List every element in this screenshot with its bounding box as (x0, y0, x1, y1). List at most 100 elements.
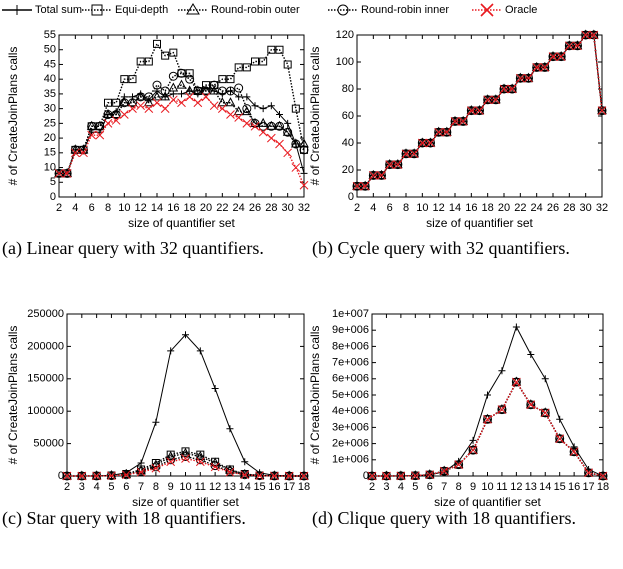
x-tick-label: 6 (123, 481, 129, 493)
x-tick-label: 2 (369, 481, 375, 493)
marker (580, 29, 591, 39)
x-tick-label: 4 (398, 481, 404, 493)
legend-marker (337, 4, 349, 16)
marker (556, 51, 567, 61)
x-tick-label: 5 (108, 481, 114, 493)
marker (143, 97, 154, 107)
marker (111, 116, 121, 125)
x-tick-label: 22 (216, 202, 228, 214)
marker (181, 454, 190, 463)
marker (491, 95, 501, 105)
marker (226, 425, 234, 433)
marker (226, 110, 235, 119)
marker (218, 75, 227, 84)
marker (439, 465, 450, 475)
x-tick-label: 18 (298, 481, 310, 493)
marker (185, 92, 195, 102)
y-tick-label: 80 (342, 83, 354, 95)
marker (274, 120, 285, 130)
marker (234, 83, 244, 93)
marker (177, 68, 187, 78)
marker (62, 169, 72, 178)
x-tick-label: 18 (597, 481, 609, 493)
marker (454, 460, 464, 470)
marker (225, 467, 235, 477)
x-tick-label: 3 (383, 481, 389, 493)
marker (193, 98, 203, 108)
marker (284, 119, 292, 127)
marker (241, 458, 249, 466)
marker (466, 105, 477, 115)
y-tick-label: 120 (336, 29, 354, 41)
marker (103, 119, 113, 128)
marker (166, 457, 176, 467)
x-tick-label: 8 (153, 481, 159, 493)
marker (299, 138, 309, 148)
marker (136, 467, 146, 477)
marker (136, 101, 146, 111)
x-tick-label: 16 (568, 481, 580, 493)
marker (266, 120, 277, 130)
marker (540, 62, 550, 72)
legend-label: Total sum (35, 4, 82, 16)
marker (258, 127, 268, 137)
marker (291, 104, 300, 113)
marker (556, 415, 564, 423)
x-tick-label: 26 (547, 202, 559, 214)
marker (209, 85, 220, 95)
marker (426, 138, 435, 148)
y-axis-label: # of CreateJoinPlans calls (308, 47, 322, 186)
caption: (d) Clique query with 18 quantifiers. (312, 508, 576, 528)
x-tick-label: 14 (539, 481, 551, 493)
x-tick-label: 3 (79, 481, 85, 493)
x-tick-label: 6 (89, 202, 95, 214)
x-tick-label: 2 (354, 202, 360, 214)
marker (396, 470, 406, 480)
y-tick-label: 40 (44, 73, 56, 85)
marker (417, 137, 428, 147)
marker (176, 79, 187, 89)
marker (497, 405, 507, 415)
marker (382, 471, 391, 481)
marker (450, 115, 460, 125)
marker (299, 471, 309, 481)
y-tick-label: 55 (44, 29, 56, 41)
y-tick-label: 200000 (27, 340, 64, 352)
marker (401, 149, 411, 159)
y-tick-label: 1e+007 (332, 308, 369, 320)
marker (234, 113, 244, 122)
marker (251, 102, 259, 110)
x-tick-label: 12 (433, 202, 445, 214)
marker (267, 102, 275, 110)
x-tick-label: 7 (441, 481, 447, 493)
marker (531, 61, 542, 71)
marker (598, 471, 608, 481)
x-tick-label: 30 (580, 202, 592, 214)
x-tick-label: 5 (412, 481, 418, 493)
marker (283, 60, 292, 69)
marker (367, 471, 377, 481)
y-tick-label: 100 (336, 56, 354, 68)
marker (425, 137, 436, 147)
marker (259, 105, 267, 113)
marker (135, 91, 146, 101)
legend-marker (186, 3, 200, 15)
y-tick-label: 2e+006 (332, 438, 369, 450)
x-tick-label: 14 (151, 202, 163, 214)
caption: (c) Star query with 18 quantifiers. (2, 508, 246, 528)
marker (195, 457, 205, 467)
marker (217, 97, 228, 107)
x-tick-label: 14 (239, 481, 251, 493)
x-tick-label: 7 (138, 481, 144, 493)
x-tick-label: 17 (582, 481, 594, 493)
marker (360, 181, 370, 191)
marker (242, 119, 252, 128)
marker (136, 57, 145, 66)
marker (284, 471, 294, 481)
marker (211, 385, 219, 393)
marker (368, 171, 378, 180)
marker (233, 106, 244, 116)
caption: (b) Cycle query with 32 quantifiers. (312, 238, 570, 258)
y-tick-label: 9e+006 (332, 324, 369, 336)
y-tick-label: 5e+006 (332, 389, 369, 401)
